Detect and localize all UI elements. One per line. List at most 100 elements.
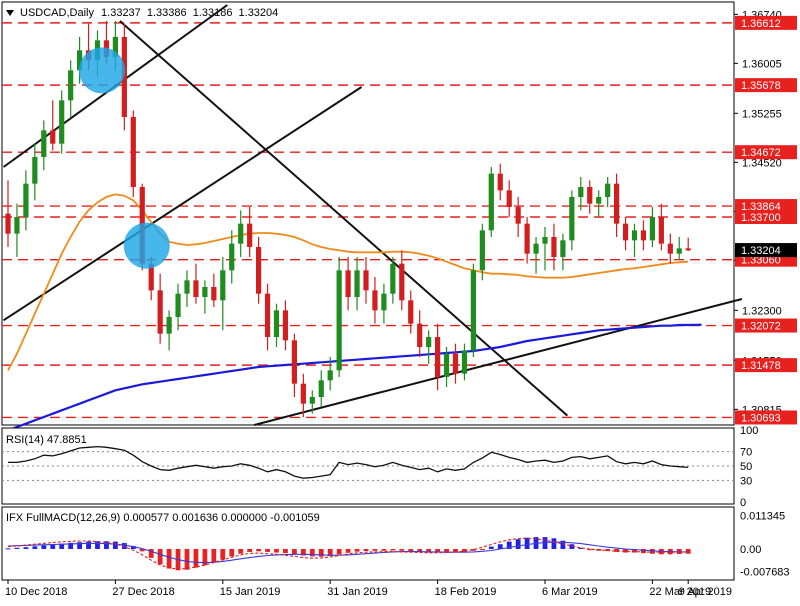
dropdown-triangle-icon[interactable] — [6, 10, 14, 16]
highlight-circle — [78, 47, 125, 94]
rsi-plot — [2, 445, 734, 481]
level-price-label: 1.32072 — [741, 321, 781, 333]
candle-body — [202, 287, 208, 297]
macd-histogram-bar — [184, 548, 190, 570]
macd-tick-label: 0.011345 — [740, 510, 785, 522]
candle-body — [622, 223, 629, 241]
macd-histogram-bar — [381, 548, 387, 551]
candle-body — [354, 270, 360, 297]
price-tick-label: 1.35255 — [742, 108, 782, 120]
macd-histogram-bar — [68, 542, 74, 549]
candle-body — [551, 237, 557, 257]
candle-body — [247, 223, 253, 247]
macd-histogram-bar — [283, 548, 288, 554]
candle-body — [372, 290, 378, 311]
macd-histogram-bar — [345, 548, 351, 553]
candle-body — [417, 323, 423, 347]
level-price-label: 1.34672 — [741, 147, 781, 159]
macd-histogram-bar — [318, 548, 324, 557]
candle-body — [426, 337, 432, 347]
current-price-label: 1.33204 — [741, 245, 781, 257]
macd-histogram-bar — [274, 548, 279, 553]
macd-histogram-bar — [354, 548, 360, 552]
macd-histogram-bar — [300, 548, 306, 556]
candle-body — [318, 380, 324, 397]
candle-body — [112, 37, 118, 57]
candle-body — [23, 183, 29, 217]
macd-histogram-bar — [408, 548, 414, 552]
time-tick-label: 6 Mar 2019 — [542, 586, 598, 598]
moving-averages — [7, 193, 702, 432]
candle-body — [229, 243, 235, 271]
macd-axis: 0.011345 0.00 -0.007683 — [740, 510, 790, 578]
macd-histogram-bar — [542, 537, 548, 549]
candle-body — [596, 197, 602, 204]
macd-histogram-bar — [417, 548, 423, 552]
time-tick-label: 10 Dec 2018 — [5, 586, 67, 598]
macd-histogram-bar — [238, 548, 244, 554]
trendline — [253, 298, 743, 426]
macd-histogram-bar — [560, 540, 566, 549]
candle-body — [336, 270, 342, 371]
candle-body — [443, 353, 450, 377]
rsi-panel: RSI(14) 47.8851 100 70 50 30 0 — [1, 425, 758, 509]
macd-histogram-bar — [587, 548, 593, 551]
candle-body — [569, 197, 575, 241]
macd-histogram-bar — [569, 544, 575, 549]
macd-histogram-bar — [130, 546, 136, 549]
level-price-tag — [735, 410, 797, 425]
macd-histogram-bar — [444, 548, 449, 553]
candle-body — [381, 293, 387, 311]
rsi-tick-label: 0 — [740, 497, 746, 509]
macd-histogram-bar — [166, 548, 172, 569]
candle-body — [184, 280, 190, 294]
candle-body — [614, 183, 620, 224]
price-panel: USDCAD,Daily 1.33237 1.33386 1.33186 1.3… — [1, 1, 797, 432]
candle-body — [41, 130, 47, 157]
candle-body — [560, 240, 566, 257]
candle-body — [676, 248, 682, 254]
macd-histogram-bar — [363, 548, 369, 552]
candle-body — [363, 270, 369, 291]
macd-histogram-bar — [148, 548, 154, 558]
macd-histogram-bar — [121, 543, 127, 549]
level-price-label: 1.33700 — [741, 212, 781, 224]
macd-histogram-bar — [462, 548, 467, 552]
candle-body — [309, 397, 315, 404]
level-price-label: 1.35678 — [741, 80, 781, 92]
rsi-tick-label: 30 — [740, 475, 752, 487]
macd-histogram-bar — [292, 548, 297, 555]
candle-body — [488, 173, 494, 231]
macd-histogram-bar — [488, 546, 494, 549]
macd-title: IFX FullMACD(12,26,9) 0.000577 0.001636 … — [6, 512, 320, 524]
macd-histogram-bar — [86, 541, 91, 549]
candle-body — [238, 223, 244, 244]
candle-body — [273, 310, 280, 337]
price-tick-label: 1.36005 — [742, 58, 782, 70]
candle-body — [658, 217, 664, 244]
candle-body — [435, 337, 441, 377]
time-tick-label: 31 Jan 2019 — [327, 586, 388, 598]
macd-histogram-bar — [211, 548, 217, 563]
macd-histogram-bar — [59, 543, 65, 549]
candle-body — [452, 353, 459, 374]
macd-histogram-bar — [229, 548, 235, 557]
candle-body — [631, 230, 638, 241]
macd-signal-line — [7, 541, 689, 564]
candle-body — [282, 310, 289, 341]
candle-body — [121, 37, 127, 117]
macd-histogram-bar — [139, 548, 145, 552]
macd-histogram-bar — [14, 547, 20, 549]
candle-body — [587, 187, 593, 204]
candle-body — [399, 263, 405, 301]
candle-body — [148, 263, 154, 291]
candle-body — [649, 217, 655, 241]
level-price-tag — [735, 15, 797, 30]
candle-body — [300, 383, 306, 404]
candle-body — [32, 157, 38, 184]
candle-body — [408, 300, 414, 324]
level-price-label: 1.36612 — [741, 18, 781, 30]
macd-histogram-bar — [32, 546, 38, 549]
macd-histogram-bar — [471, 548, 476, 551]
